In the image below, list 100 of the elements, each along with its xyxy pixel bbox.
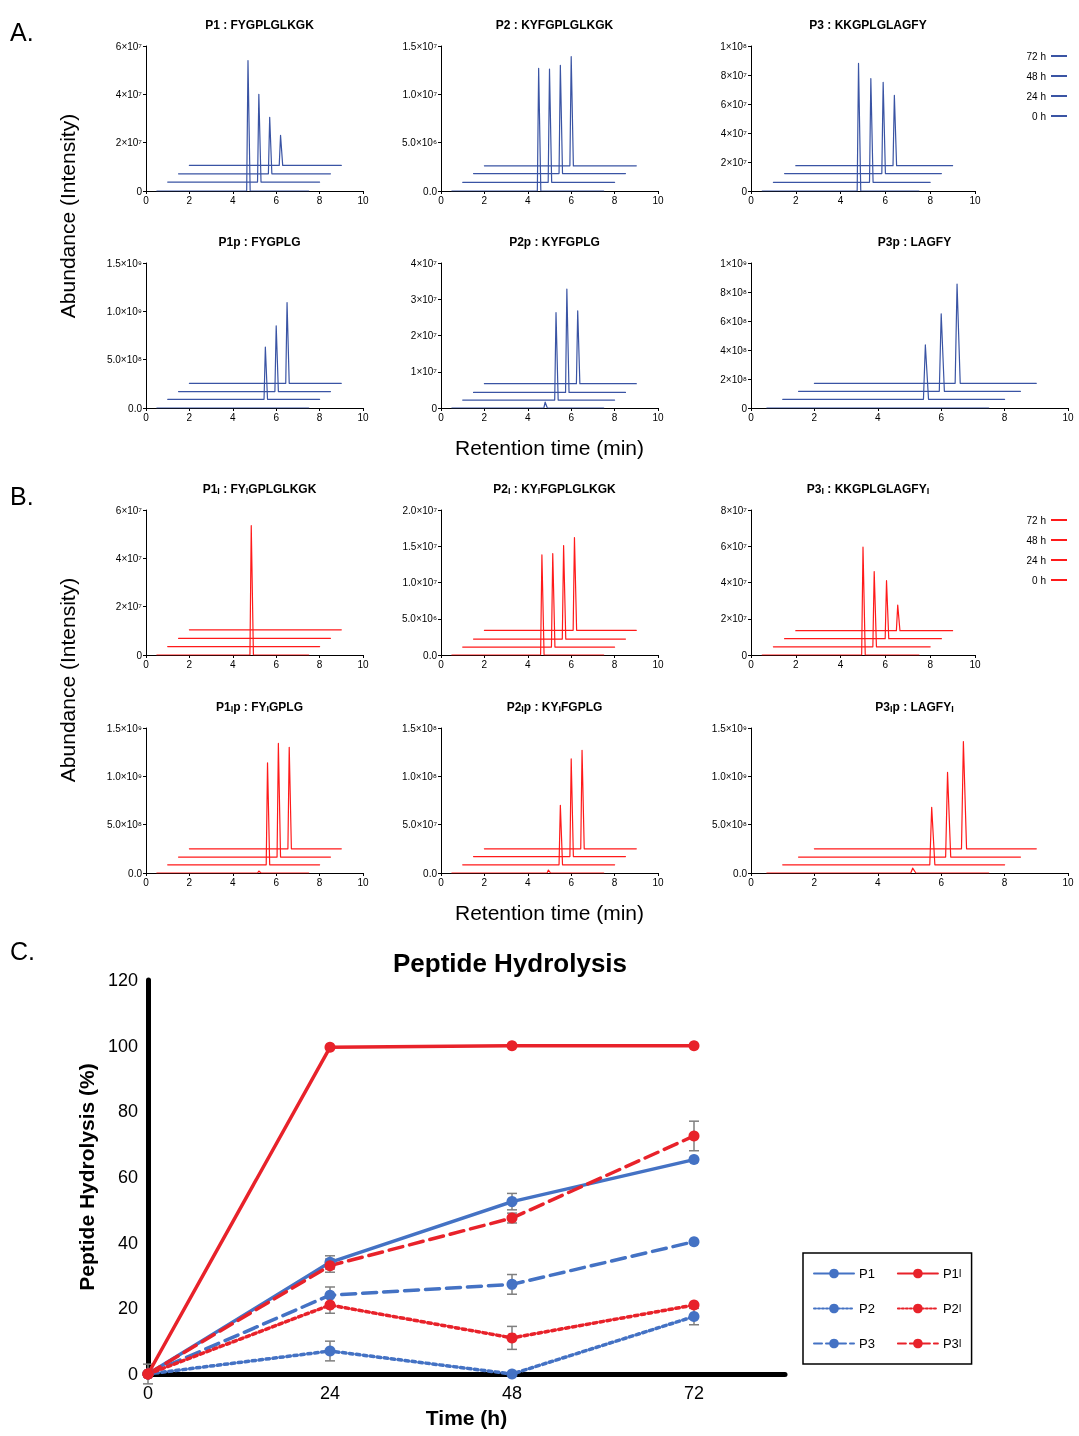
chart-title: P1Ip : FYIGPLG	[215, 700, 304, 714]
x-tick-label: 6	[882, 194, 889, 206]
x-tick-label: 10	[969, 658, 981, 670]
y-axis-title: Peptide Hydrolysis (%)	[75, 1063, 99, 1291]
x-tick-label: 8	[316, 876, 323, 888]
y-tick-label: 2×10⁷	[720, 156, 748, 168]
y-tick-label: 40	[117, 1232, 138, 1253]
x-tick-label: 2	[186, 411, 193, 423]
y-tick-label: 0.0	[423, 867, 438, 879]
x-tick-label: 2	[481, 411, 488, 423]
legend-label: P3I	[942, 1336, 962, 1351]
x-tick-label: 4	[525, 194, 532, 206]
y-tick-label: 1×10⁸	[720, 40, 747, 52]
x-tick-label: 8	[611, 876, 618, 888]
x-tick-label: 2	[793, 194, 800, 206]
y-tick-label: 8×10⁷	[720, 504, 748, 516]
y-tick-label: 0.0	[128, 402, 143, 414]
y-tick-label: 1.0×10⁸	[401, 770, 437, 782]
y-tick-label: 0	[741, 402, 748, 414]
y-tick-label: 1.0×10⁹	[711, 770, 747, 782]
chart-title: P3 : KKGPLGLAGFY	[809, 18, 927, 32]
x-tick-label: 48	[501, 1383, 523, 1403]
y-tick-label: 80	[117, 1101, 138, 1122]
y-tick-label: 100	[107, 1035, 138, 1056]
x-tick-label: 2	[481, 194, 488, 206]
y-tick-label: 3×10⁷	[410, 293, 438, 305]
y-tick-label: 5.0×10⁶	[402, 137, 437, 149]
y-tick-label: 1.5×10⁹	[711, 722, 747, 734]
y-tick-label: 2×10⁷	[410, 330, 438, 341]
y-tick-label: 4×10⁸	[720, 344, 747, 356]
chart-title: P3p : LAGFY	[877, 235, 952, 249]
y-tick-label: 5.0×10⁷	[402, 819, 438, 831]
x-tick-label: 10	[652, 411, 664, 423]
x-tick-label: 8	[316, 194, 323, 206]
x-tick-label: 8	[927, 194, 934, 206]
legend-label: 24 h	[1026, 90, 1046, 102]
y-axis-title: Abundance (Intensity)	[56, 112, 80, 321]
legend-label: 72 h	[1026, 514, 1046, 526]
legend-label: P3	[859, 1336, 875, 1351]
y-tick-label: 4×10⁷	[720, 127, 748, 139]
x-tick-label: 8	[611, 194, 618, 206]
y-tick-label: 2×10⁷	[720, 613, 748, 625]
y-tick-label: 1.5×10⁹	[106, 722, 142, 734]
y-tick-label: 6×10⁷	[720, 98, 748, 110]
x-tick-label: 6	[273, 658, 280, 670]
x-tick-label: 2	[481, 658, 488, 670]
chart-title: P2I : KYIFGPLGLKGK	[493, 482, 616, 496]
chart-title: P1 : FYGPLGLKGK	[205, 18, 315, 32]
x-tick-label: 6	[568, 194, 575, 206]
chart-title: P2Ip : KYIFGPLG	[506, 700, 603, 714]
y-tick-label: 1×10⁷	[410, 366, 438, 378]
x-tick-label: 10	[357, 411, 369, 423]
chart-title: P1p : FYGPLG	[218, 235, 301, 249]
chart-title: P3I : KKGPLGLAGFYI	[806, 482, 930, 496]
x-tick-label: 6	[273, 194, 280, 206]
x-tick-label: 6	[938, 411, 945, 423]
x-tick-label: 6	[568, 876, 575, 888]
x-tick-label: 2	[186, 194, 193, 206]
legend-label: 0 h	[1032, 574, 1046, 586]
y-tick-label: 8×10⁷	[720, 69, 748, 81]
chart-title: Peptide Hydrolysis	[392, 948, 628, 978]
y-tick-label: 6×10⁷	[115, 504, 143, 516]
y-tick-label: 0.0	[733, 867, 748, 879]
x-tick-label: 8	[316, 411, 323, 423]
x-tick-label: 4	[525, 876, 532, 888]
chart-title: P1I : FYIGPLGLKGK	[202, 482, 317, 496]
text: C.	[10, 937, 35, 966]
y-tick-label: 2×10⁷	[115, 137, 143, 149]
x-tick-label: 8	[316, 658, 323, 670]
x-tick-label: 2	[186, 876, 193, 888]
x-tick-label: 2	[481, 876, 488, 888]
y-tick-label: 0.0	[128, 867, 143, 879]
x-tick-label: 6	[568, 658, 575, 670]
x-tick-label: 2	[811, 411, 818, 423]
chart-title: P2 : KYFGPLGLKGK	[495, 18, 614, 32]
y-tick-label: 1.0×10⁹	[106, 305, 142, 317]
x-tick-label: 4	[525, 658, 532, 670]
x-tick-label: 6	[568, 411, 575, 423]
y-tick-label: 1.0×10⁷	[402, 577, 438, 588]
x-tick-label: 2	[793, 658, 800, 670]
x-tick-label: 4	[525, 411, 532, 423]
x-tick-label: 10	[1062, 876, 1074, 888]
x-tick-label: 6	[273, 876, 280, 888]
y-tick-label: 1.0×10⁷	[402, 88, 438, 100]
text: B.	[10, 482, 34, 511]
y-tick-label: 0	[741, 649, 748, 661]
x-tick-label: 24	[319, 1383, 341, 1403]
x-tick-label: 4	[230, 876, 237, 888]
y-tick-label: 5.0×10⁶	[402, 613, 437, 625]
legend-label: 24 h	[1026, 554, 1046, 566]
x-tick-label: 4	[875, 411, 882, 423]
legend-label: P1	[859, 1266, 875, 1281]
legend-label: P2	[859, 1301, 875, 1316]
y-tick-label: 1.5×10⁷	[402, 540, 438, 552]
y-tick-label: 6×10⁷	[115, 40, 143, 52]
x-tick-label: 8	[927, 658, 934, 670]
y-tick-label: 5.0×10⁸	[711, 819, 747, 831]
x-axis-title: Time (h)	[425, 1405, 508, 1429]
x-tick-label: 8	[1001, 876, 1008, 888]
y-tick-label: 20	[117, 1298, 138, 1319]
